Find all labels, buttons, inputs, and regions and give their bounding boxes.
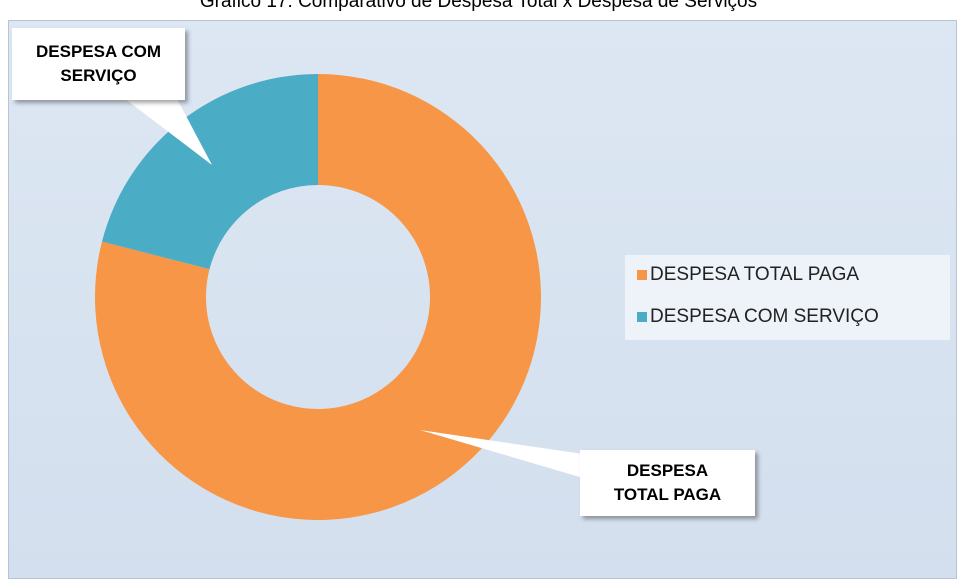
data-label: DESPESA COM SERVIÇO	[12, 28, 185, 100]
legend-entry: DESPESA TOTAL PAGA	[637, 264, 859, 286]
donut-slice	[102, 74, 319, 270]
donut-slice	[94, 74, 542, 521]
legend-swatch	[637, 270, 647, 280]
callout-pointer	[420, 430, 590, 480]
legend: DESPESA TOTAL PAGA DESPESA COM SERVIÇO	[625, 255, 950, 340]
callout-pointer	[120, 95, 212, 165]
legend-label: DESPESA TOTAL PAGA	[650, 264, 860, 285]
chart-title: Gráfico 17: Comparativo de Despesa Total…	[199, 0, 758, 12]
legend-label: DESPESA COM SERVIÇO	[650, 306, 879, 327]
data-label: DESPESA TOTAL PAGA	[580, 450, 755, 516]
legend-swatch	[637, 312, 647, 322]
legend-entry: DESPESA COM SERVIÇO	[637, 306, 879, 328]
